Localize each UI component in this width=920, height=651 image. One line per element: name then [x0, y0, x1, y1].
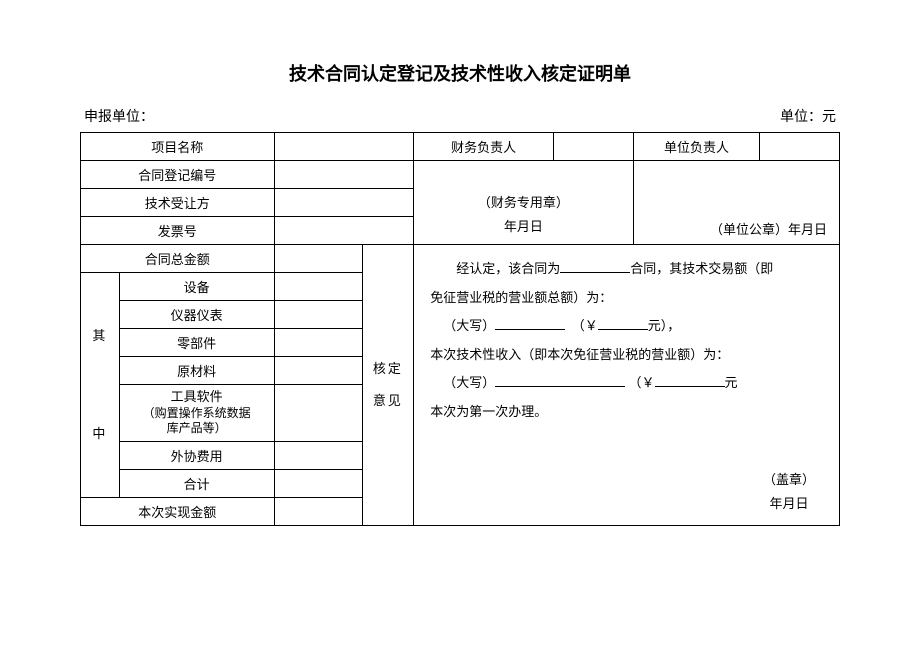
- value-unit-head: [760, 133, 840, 161]
- label-raw-material: 原材料: [119, 357, 274, 385]
- label-qizhong: 其 中: [81, 273, 120, 498]
- label-tech-transferee: 技术受让方: [81, 189, 275, 217]
- opinion-line7: 本次为第一次办理。: [430, 398, 823, 427]
- value-equipment: [274, 273, 362, 301]
- document-title: 技术合同认定登记及技术性收入核定证明单: [80, 60, 840, 86]
- qi: 其: [87, 320, 113, 353]
- main-table: 项目名称 财务负责人 单位负责人 合同登记编号 （财务专用章） 年月日 （单位公…: [80, 132, 840, 526]
- label-equipment: 设备: [119, 273, 274, 301]
- label-outsourcing: 外协费用: [119, 442, 274, 470]
- finance-seal-box: （财务专用章） 年月日: [414, 161, 633, 245]
- verify-opinion-l2: 意见: [369, 385, 408, 418]
- opinion-line5: （大写） （￥元: [430, 369, 823, 398]
- value-instrument: [274, 301, 362, 329]
- label-project-name: 项目名称: [81, 133, 275, 161]
- value-realized-amount: [274, 498, 362, 526]
- opinion-line3: （大写） （￥元），: [430, 312, 823, 341]
- value-contract-reg-no: [274, 161, 414, 189]
- unit-seal-text: （单位公章）年月日: [640, 219, 827, 238]
- value-finance-head: [553, 133, 633, 161]
- value-parts: [274, 329, 362, 357]
- finance-seal-text: （财务专用章）: [420, 191, 626, 214]
- label-finance-head: 财务负责人: [414, 133, 554, 161]
- value-project-name: [274, 133, 414, 161]
- row-contract-no: 合同登记编号 （财务专用章） 年月日 （单位公章）年月日: [81, 161, 840, 189]
- unit-seal-box: （单位公章）年月日: [633, 161, 839, 245]
- label-invoice-no: 发票号: [81, 217, 275, 245]
- label-unit-head: 单位负责人: [633, 133, 760, 161]
- unit-label: 单位：元: [780, 106, 836, 126]
- opinion-seal: （盖章）: [763, 468, 815, 491]
- opinion-line1: 经认定，该合同为合同，其技术交易额（即: [430, 255, 823, 284]
- opinion-line2: 免征营业税的营业额总额）为：: [430, 284, 823, 313]
- report-unit-label: 申报单位：: [84, 106, 154, 126]
- value-raw-material: [274, 357, 362, 385]
- finance-seal-date: 年月日: [420, 215, 626, 238]
- value-tech-transferee: [274, 189, 414, 217]
- label-contract-reg-no: 合同登记编号: [81, 161, 275, 189]
- label-instrument: 仪器仪表: [119, 301, 274, 329]
- zhong: 中: [87, 418, 113, 451]
- value-contract-total: [274, 245, 362, 273]
- opinion-line4: 本次技术性收入（即本次免征营业税的营业额）为：: [430, 341, 823, 370]
- verify-opinion-l1: 核定: [369, 353, 408, 386]
- label-verify-opinion: 核定 意见: [362, 245, 414, 526]
- opinion-seal-date: 年月日: [763, 492, 815, 515]
- row-contract-total: 合同总金额 核定 意见 经认定，该合同为合同，其技术交易额（即 免征营业税的营业…: [81, 245, 840, 273]
- opinion-content: 经认定，该合同为合同，其技术交易额（即 免征营业税的营业额总额）为： （大写） …: [414, 245, 840, 526]
- document-header: 申报单位： 单位：元: [80, 106, 840, 126]
- value-outsourcing: [274, 442, 362, 470]
- value-subtotal: [274, 470, 362, 498]
- value-tool-software: [274, 385, 362, 442]
- row-project: 项目名称 财务负责人 单位负责人: [81, 133, 840, 161]
- label-realized-amount: 本次实现金额: [81, 498, 275, 526]
- label-contract-total: 合同总金额: [81, 245, 275, 273]
- value-invoice-no: [274, 217, 414, 245]
- label-parts: 零部件: [119, 329, 274, 357]
- opinion-stamp: （盖章） 年月日: [763, 468, 815, 515]
- label-tool-software: 工具软件 （购置操作系统数据 库产品等）: [119, 385, 274, 442]
- label-subtotal: 合计: [119, 470, 274, 498]
